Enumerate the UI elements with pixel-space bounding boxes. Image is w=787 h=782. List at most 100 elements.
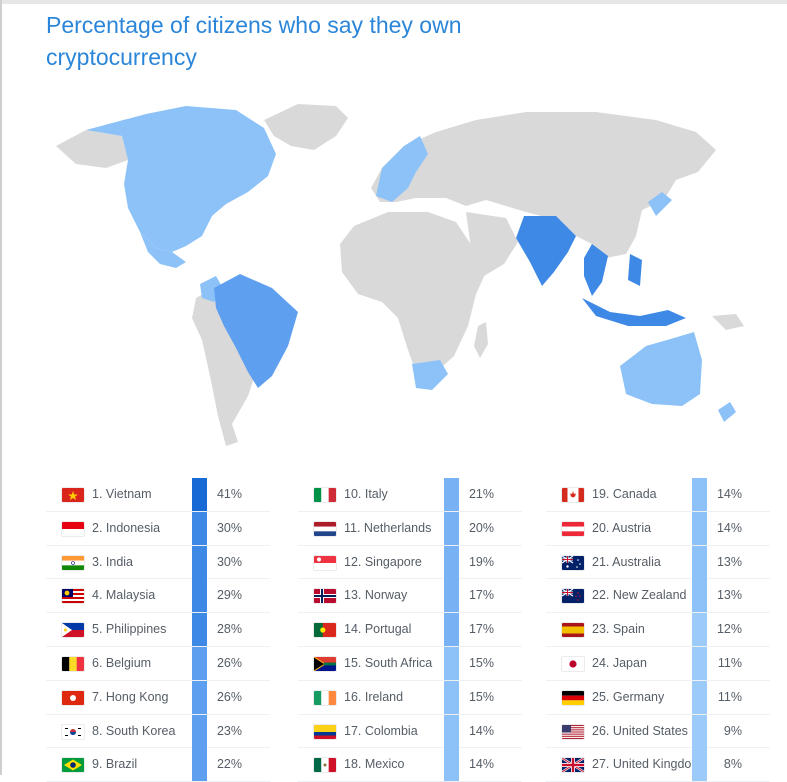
country-label: 8. South Korea	[92, 723, 176, 738]
brazil	[214, 274, 298, 388]
percentage-value: 15%	[468, 655, 494, 670]
alaska	[56, 130, 128, 168]
percentage-value: 20%	[468, 520, 494, 535]
italy-flag-icon	[314, 488, 336, 502]
ranking-row: 21. Australia 13%	[546, 545, 770, 580]
country-label: 16. Ireland	[344, 689, 404, 704]
malaysia-flag-icon	[62, 589, 84, 604]
percentage-value: 9%	[723, 723, 742, 738]
value-bar	[692, 511, 707, 545]
percentage-value: 26%	[216, 689, 242, 704]
canada-flag-icon	[562, 488, 584, 502]
brazil-flag-icon	[62, 758, 84, 773]
percentage-value: 30%	[216, 520, 242, 535]
ranking-row: 10. Italy 21%	[298, 478, 522, 512]
ranking-row: 13. Norway 17%	[298, 579, 522, 614]
ranking-row: 15. South Africa 15%	[298, 646, 522, 681]
percentage-value: 41%	[216, 487, 242, 501]
country-label: 12. Singapore	[344, 554, 422, 569]
country-label: 2. Indonesia	[92, 520, 161, 535]
south-america-west	[192, 288, 258, 446]
value-bar	[444, 748, 459, 782]
philippines-flag-icon	[62, 623, 84, 638]
ranking-row: 23. Spain 12%	[546, 613, 770, 647]
australia	[620, 332, 702, 406]
ranking-row: 20. Austria 14%	[546, 511, 770, 546]
south-africa-flag-icon	[314, 656, 336, 671]
japan-flag-icon	[562, 656, 584, 671]
ranking-row: 25. Germany 11%	[546, 680, 770, 715]
value-bar	[692, 579, 707, 613]
percentage-value: 14%	[716, 487, 742, 501]
ranking-row: 11. Netherlands 20%	[298, 511, 522, 546]
chart-title: Percentage of citizens who say they own …	[46, 12, 462, 70]
mexico-flag-icon	[314, 758, 336, 773]
value-bar	[692, 545, 707, 579]
percentage-value: 17%	[468, 588, 494, 603]
hong-kong-flag-icon	[62, 690, 84, 705]
new-zealand-flag-icon	[562, 589, 584, 604]
ranking-row: 26. United States 9%	[546, 714, 770, 749]
philippines	[628, 254, 642, 286]
south-africa	[412, 360, 448, 390]
ireland-flag-icon	[314, 690, 336, 705]
country-label: 23. Spain	[592, 622, 645, 637]
value-bar	[192, 545, 207, 579]
percentage-value: 11%	[717, 689, 742, 704]
indonesia-flag-icon	[62, 521, 84, 536]
world-map	[56, 104, 744, 446]
norway-flag-icon	[314, 589, 336, 604]
percentage-value: 12%	[716, 622, 742, 637]
percentage-value: 13%	[716, 588, 742, 603]
percentage-value: 14%	[716, 520, 742, 535]
portugal-flag-icon	[314, 623, 336, 638]
ranking-column-3: 19. Canada 14% 20. Austria 14% 21. Australia…	[546, 478, 770, 782]
ranking-row: 16. Ireland 15%	[298, 680, 522, 715]
united-kingdom-flag-icon	[562, 758, 584, 773]
percentage-value: 8%	[723, 757, 742, 772]
percentage-value: 26%	[216, 655, 242, 670]
ranking-row: 3. India 30%	[46, 545, 270, 580]
country-label: 18. Mexico	[344, 757, 405, 772]
spain-flag-icon	[562, 623, 584, 638]
country-label: 27. United Kingdom	[592, 757, 702, 772]
value-bar	[692, 680, 707, 714]
ranking-column-2: 10. Italy 21% 11. Netherlands 20% 12. Singap…	[298, 478, 522, 782]
value-bar	[692, 714, 707, 748]
value-bar	[692, 613, 707, 647]
ranking-row: 24. Japan 11%	[546, 646, 770, 681]
vietnam-flag-icon	[62, 488, 84, 502]
country-label: 7. Hong Kong	[92, 689, 169, 704]
value-bar	[444, 511, 459, 545]
ranking-row: 27. United Kingdom 8%	[546, 748, 770, 782]
value-bar	[444, 478, 459, 511]
value-bar	[192, 478, 207, 511]
country-label: 6. Belgium	[92, 655, 152, 670]
left-border	[0, 0, 2, 775]
png	[712, 314, 744, 330]
percentage-value: 17%	[468, 622, 494, 637]
percentage-value: 13%	[716, 554, 742, 569]
country-label: 21. Australia	[592, 554, 661, 569]
ranking-row: 22. New Zealand 13%	[546, 579, 770, 614]
madagascar	[474, 322, 488, 358]
value-bar	[192, 646, 207, 680]
ranking-row: 1. Vietnam 41%	[46, 478, 270, 512]
ranking-row: 12. Singapore 19%	[298, 545, 522, 580]
ranking-row: 8. South Korea 23%	[46, 714, 270, 749]
value-bar	[192, 579, 207, 613]
value-bar	[444, 646, 459, 680]
ranking-row: 2. Indonesia 30%	[46, 511, 270, 546]
country-label: 9. Brazil	[92, 757, 138, 772]
southeast-asia	[584, 244, 608, 296]
country-label: 26. United States	[592, 723, 688, 738]
percentage-value: 19%	[468, 554, 494, 569]
country-label: 11. Netherlands	[344, 520, 432, 535]
percentage-value: 14%	[468, 757, 494, 772]
ranking-row: 5. Philippines 28%	[46, 613, 270, 647]
value-bar	[444, 545, 459, 579]
india-flag-icon	[62, 555, 84, 570]
percentage-value: 14%	[468, 723, 494, 738]
value-bar	[692, 646, 707, 680]
country-label: 13. Norway	[344, 588, 408, 603]
